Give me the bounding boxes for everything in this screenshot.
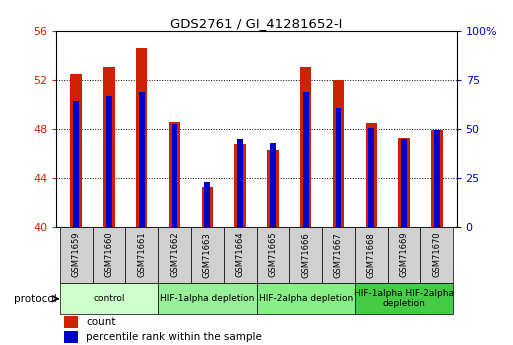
Text: GSM71668: GSM71668 <box>367 232 376 277</box>
Bar <box>256 227 289 283</box>
Bar <box>224 227 256 283</box>
Bar <box>92 227 125 283</box>
Bar <box>169 122 180 227</box>
Bar <box>171 124 177 227</box>
Bar <box>65 331 78 343</box>
Text: GSM71667: GSM71667 <box>334 232 343 277</box>
Text: percentile rank within the sample: percentile rank within the sample <box>86 332 262 342</box>
Bar <box>388 227 421 283</box>
Text: GSM71661: GSM71661 <box>137 232 146 277</box>
Bar <box>103 67 114 227</box>
Bar <box>60 227 92 283</box>
Bar <box>136 48 147 227</box>
Bar <box>289 227 322 283</box>
Bar <box>256 283 355 314</box>
Text: GSM71665: GSM71665 <box>268 232 278 277</box>
Text: HIF-1alpha depletion: HIF-1alpha depletion <box>160 294 254 303</box>
Text: GSM71663: GSM71663 <box>203 232 212 277</box>
Text: HIF-1alpha HIF-2alpha
depletion: HIF-1alpha HIF-2alpha depletion <box>354 289 454 308</box>
Bar <box>204 182 210 227</box>
Bar <box>139 92 145 227</box>
Text: control: control <box>93 294 125 303</box>
Bar <box>267 150 279 227</box>
Text: GSM71669: GSM71669 <box>400 232 408 277</box>
Bar <box>73 101 79 227</box>
Text: GSM71664: GSM71664 <box>235 232 245 277</box>
Bar <box>401 139 407 227</box>
Text: protocol: protocol <box>14 294 57 304</box>
Bar <box>368 128 374 227</box>
Bar <box>399 138 410 227</box>
Bar <box>202 187 213 227</box>
Bar <box>158 283 256 314</box>
Text: count: count <box>86 317 116 327</box>
Bar <box>434 130 440 227</box>
Text: GSM71662: GSM71662 <box>170 232 179 277</box>
Bar <box>336 108 342 227</box>
Bar <box>70 74 82 227</box>
Text: GSM71666: GSM71666 <box>301 232 310 277</box>
Bar <box>355 227 388 283</box>
Bar <box>158 227 191 283</box>
Bar <box>270 142 276 227</box>
Bar <box>191 227 224 283</box>
Bar <box>300 67 311 227</box>
Bar <box>421 227 453 283</box>
Bar <box>234 144 246 227</box>
Bar <box>322 227 355 283</box>
Bar <box>366 123 377 227</box>
Title: GDS2761 / GI_41281652-I: GDS2761 / GI_41281652-I <box>170 17 343 30</box>
Bar <box>303 92 309 227</box>
Bar <box>237 139 243 227</box>
Bar <box>65 316 78 328</box>
Text: HIF-2alpha depletion: HIF-2alpha depletion <box>259 294 353 303</box>
Text: GSM71659: GSM71659 <box>72 232 81 277</box>
Bar <box>106 96 112 227</box>
Bar <box>125 227 158 283</box>
Bar <box>355 283 453 314</box>
Bar <box>60 283 158 314</box>
Bar <box>431 130 443 227</box>
Text: GSM71670: GSM71670 <box>432 232 441 277</box>
Bar <box>333 80 344 227</box>
Text: GSM71660: GSM71660 <box>105 232 113 277</box>
